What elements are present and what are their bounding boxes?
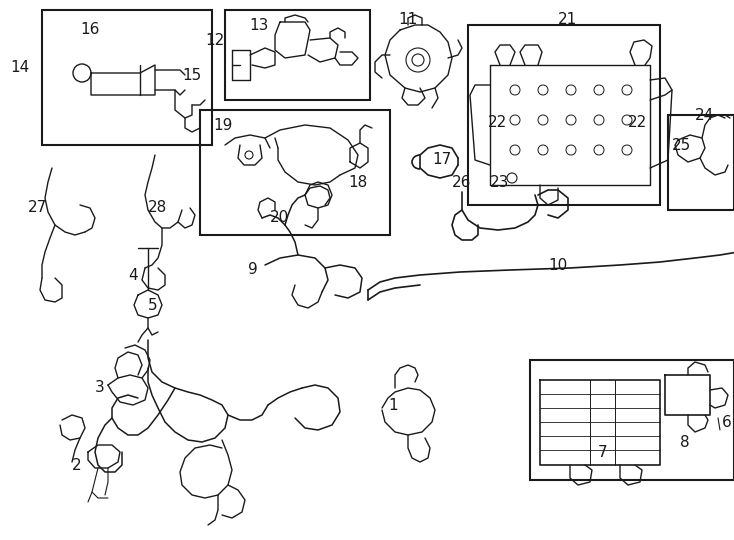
Text: 19: 19 bbox=[213, 118, 233, 133]
Bar bbox=[42, 10, 212, 145]
Text: 13: 13 bbox=[249, 18, 269, 33]
Bar bbox=[225, 10, 370, 100]
Text: 8: 8 bbox=[680, 435, 690, 450]
Text: 24: 24 bbox=[695, 108, 714, 123]
Text: 27: 27 bbox=[28, 200, 47, 215]
Text: 22: 22 bbox=[628, 115, 647, 130]
Text: 6: 6 bbox=[722, 415, 732, 430]
Text: 15: 15 bbox=[182, 68, 201, 83]
Text: 16: 16 bbox=[80, 22, 99, 37]
Bar bbox=[200, 110, 390, 235]
Text: 5: 5 bbox=[148, 298, 158, 313]
Text: 11: 11 bbox=[398, 12, 417, 27]
Text: 26: 26 bbox=[452, 175, 471, 190]
Text: 21: 21 bbox=[558, 12, 577, 27]
Text: 17: 17 bbox=[432, 152, 451, 167]
Text: 18: 18 bbox=[348, 175, 367, 190]
Text: 2: 2 bbox=[72, 458, 81, 473]
Bar bbox=[668, 115, 734, 210]
Text: 22: 22 bbox=[488, 115, 507, 130]
Bar bbox=[468, 25, 660, 205]
Text: 7: 7 bbox=[598, 445, 608, 460]
Text: 9: 9 bbox=[248, 262, 258, 277]
Text: 3: 3 bbox=[95, 380, 105, 395]
Bar bbox=[530, 360, 734, 480]
Text: 10: 10 bbox=[548, 258, 567, 273]
Text: 25: 25 bbox=[672, 138, 691, 153]
Text: 28: 28 bbox=[148, 200, 167, 215]
Text: 12: 12 bbox=[205, 33, 225, 48]
Text: 20: 20 bbox=[270, 210, 289, 225]
Text: 1: 1 bbox=[388, 398, 398, 413]
Text: 23: 23 bbox=[490, 175, 509, 190]
Text: 4: 4 bbox=[128, 268, 138, 283]
Text: 14: 14 bbox=[10, 60, 29, 75]
